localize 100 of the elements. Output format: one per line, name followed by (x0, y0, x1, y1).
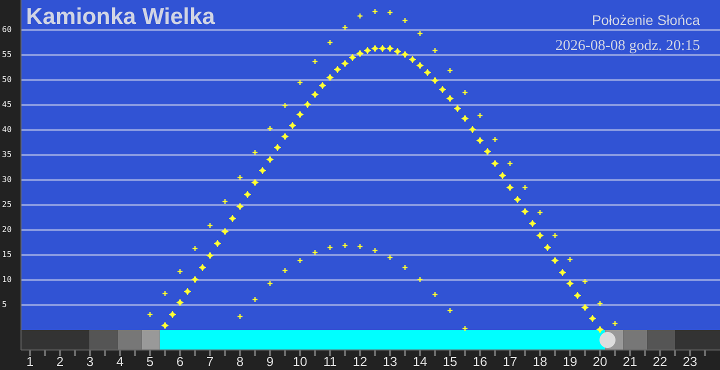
point (599, 332, 616, 348)
point (446, 307, 454, 314)
point (596, 300, 604, 307)
point (432, 47, 438, 54)
point (522, 184, 528, 191)
point (454, 104, 462, 112)
point (228, 214, 236, 222)
y-tick-label: 55 (2, 50, 12, 60)
point (552, 232, 558, 239)
point (364, 46, 372, 54)
point (521, 208, 529, 216)
point (192, 245, 198, 252)
point (402, 264, 408, 271)
x-tick-label: 20 (592, 354, 608, 369)
point (462, 325, 468, 332)
x-tick-label: 5 (146, 354, 154, 369)
x-tick-label: 12 (352, 354, 368, 369)
x-tick-label: 16 (472, 354, 488, 369)
point (401, 50, 409, 58)
point (528, 220, 536, 228)
point (281, 132, 289, 140)
point (386, 44, 394, 52)
annotation: 2026-08-08 godz. 20:15 (555, 38, 700, 54)
point (476, 112, 484, 119)
point (372, 247, 378, 254)
point (311, 90, 319, 98)
point (222, 198, 228, 205)
x-tick-label: 13 (382, 354, 398, 369)
x-tick-label: 6 (176, 354, 184, 369)
point (394, 48, 402, 56)
point (566, 280, 574, 288)
point (446, 67, 454, 74)
x-tick-label: 14 (412, 354, 428, 369)
point (408, 56, 416, 64)
y-tick-label: 20 (2, 225, 12, 234)
point (318, 82, 326, 90)
x-tick-label: 19 (562, 354, 578, 369)
point (492, 136, 498, 143)
point (506, 160, 514, 167)
x-tick-label: 10 (292, 354, 308, 369)
point (462, 89, 468, 96)
point (304, 100, 312, 108)
point (536, 209, 544, 216)
point (162, 290, 168, 297)
point (356, 12, 364, 20)
point (266, 280, 274, 287)
point (582, 278, 588, 285)
point (252, 149, 258, 156)
point (544, 244, 552, 252)
point (176, 268, 184, 275)
point (438, 86, 446, 94)
point (312, 249, 318, 256)
x-tick-label: 21 (622, 354, 638, 369)
point (266, 156, 274, 164)
y-tick-label: 60 (2, 25, 12, 34)
point (206, 252, 214, 260)
point (468, 126, 476, 134)
point (198, 264, 206, 272)
point (491, 160, 499, 168)
point (348, 54, 356, 62)
text: Położenie Słońca (592, 12, 700, 28)
point (296, 110, 304, 118)
point (296, 79, 304, 86)
point (386, 254, 394, 261)
point (326, 244, 334, 251)
point (326, 39, 334, 46)
point (416, 62, 424, 70)
y-tick-label: 45 (2, 100, 12, 110)
point (446, 94, 454, 102)
point (581, 304, 589, 312)
point (296, 257, 304, 264)
chart-title: Kamionka Wielka (26, 3, 216, 29)
point (378, 44, 386, 52)
point (214, 240, 222, 248)
y-tick-label: 15 (2, 250, 12, 260)
x-tick-label: 11 (323, 354, 337, 369)
point (274, 144, 282, 152)
point (431, 76, 439, 84)
point (386, 9, 394, 16)
point (596, 326, 604, 334)
point (326, 74, 334, 82)
point (416, 30, 424, 37)
point (191, 276, 199, 284)
x-tick-label: 8 (236, 354, 244, 369)
x-tick-label: 17 (502, 354, 518, 369)
y-tick-label: 10 (2, 275, 12, 284)
point (514, 196, 522, 204)
x-tick-label: 22 (652, 354, 668, 369)
point (146, 311, 154, 318)
point (161, 322, 169, 330)
y-tick-label: 40 (2, 125, 12, 134)
point (498, 172, 506, 180)
x-tick-label: 15 (442, 354, 458, 369)
point (612, 320, 618, 327)
point (476, 136, 484, 144)
x-tick-label: 2 (56, 354, 64, 369)
point (236, 202, 244, 210)
point (432, 291, 438, 298)
point (356, 243, 364, 250)
point (288, 122, 296, 130)
